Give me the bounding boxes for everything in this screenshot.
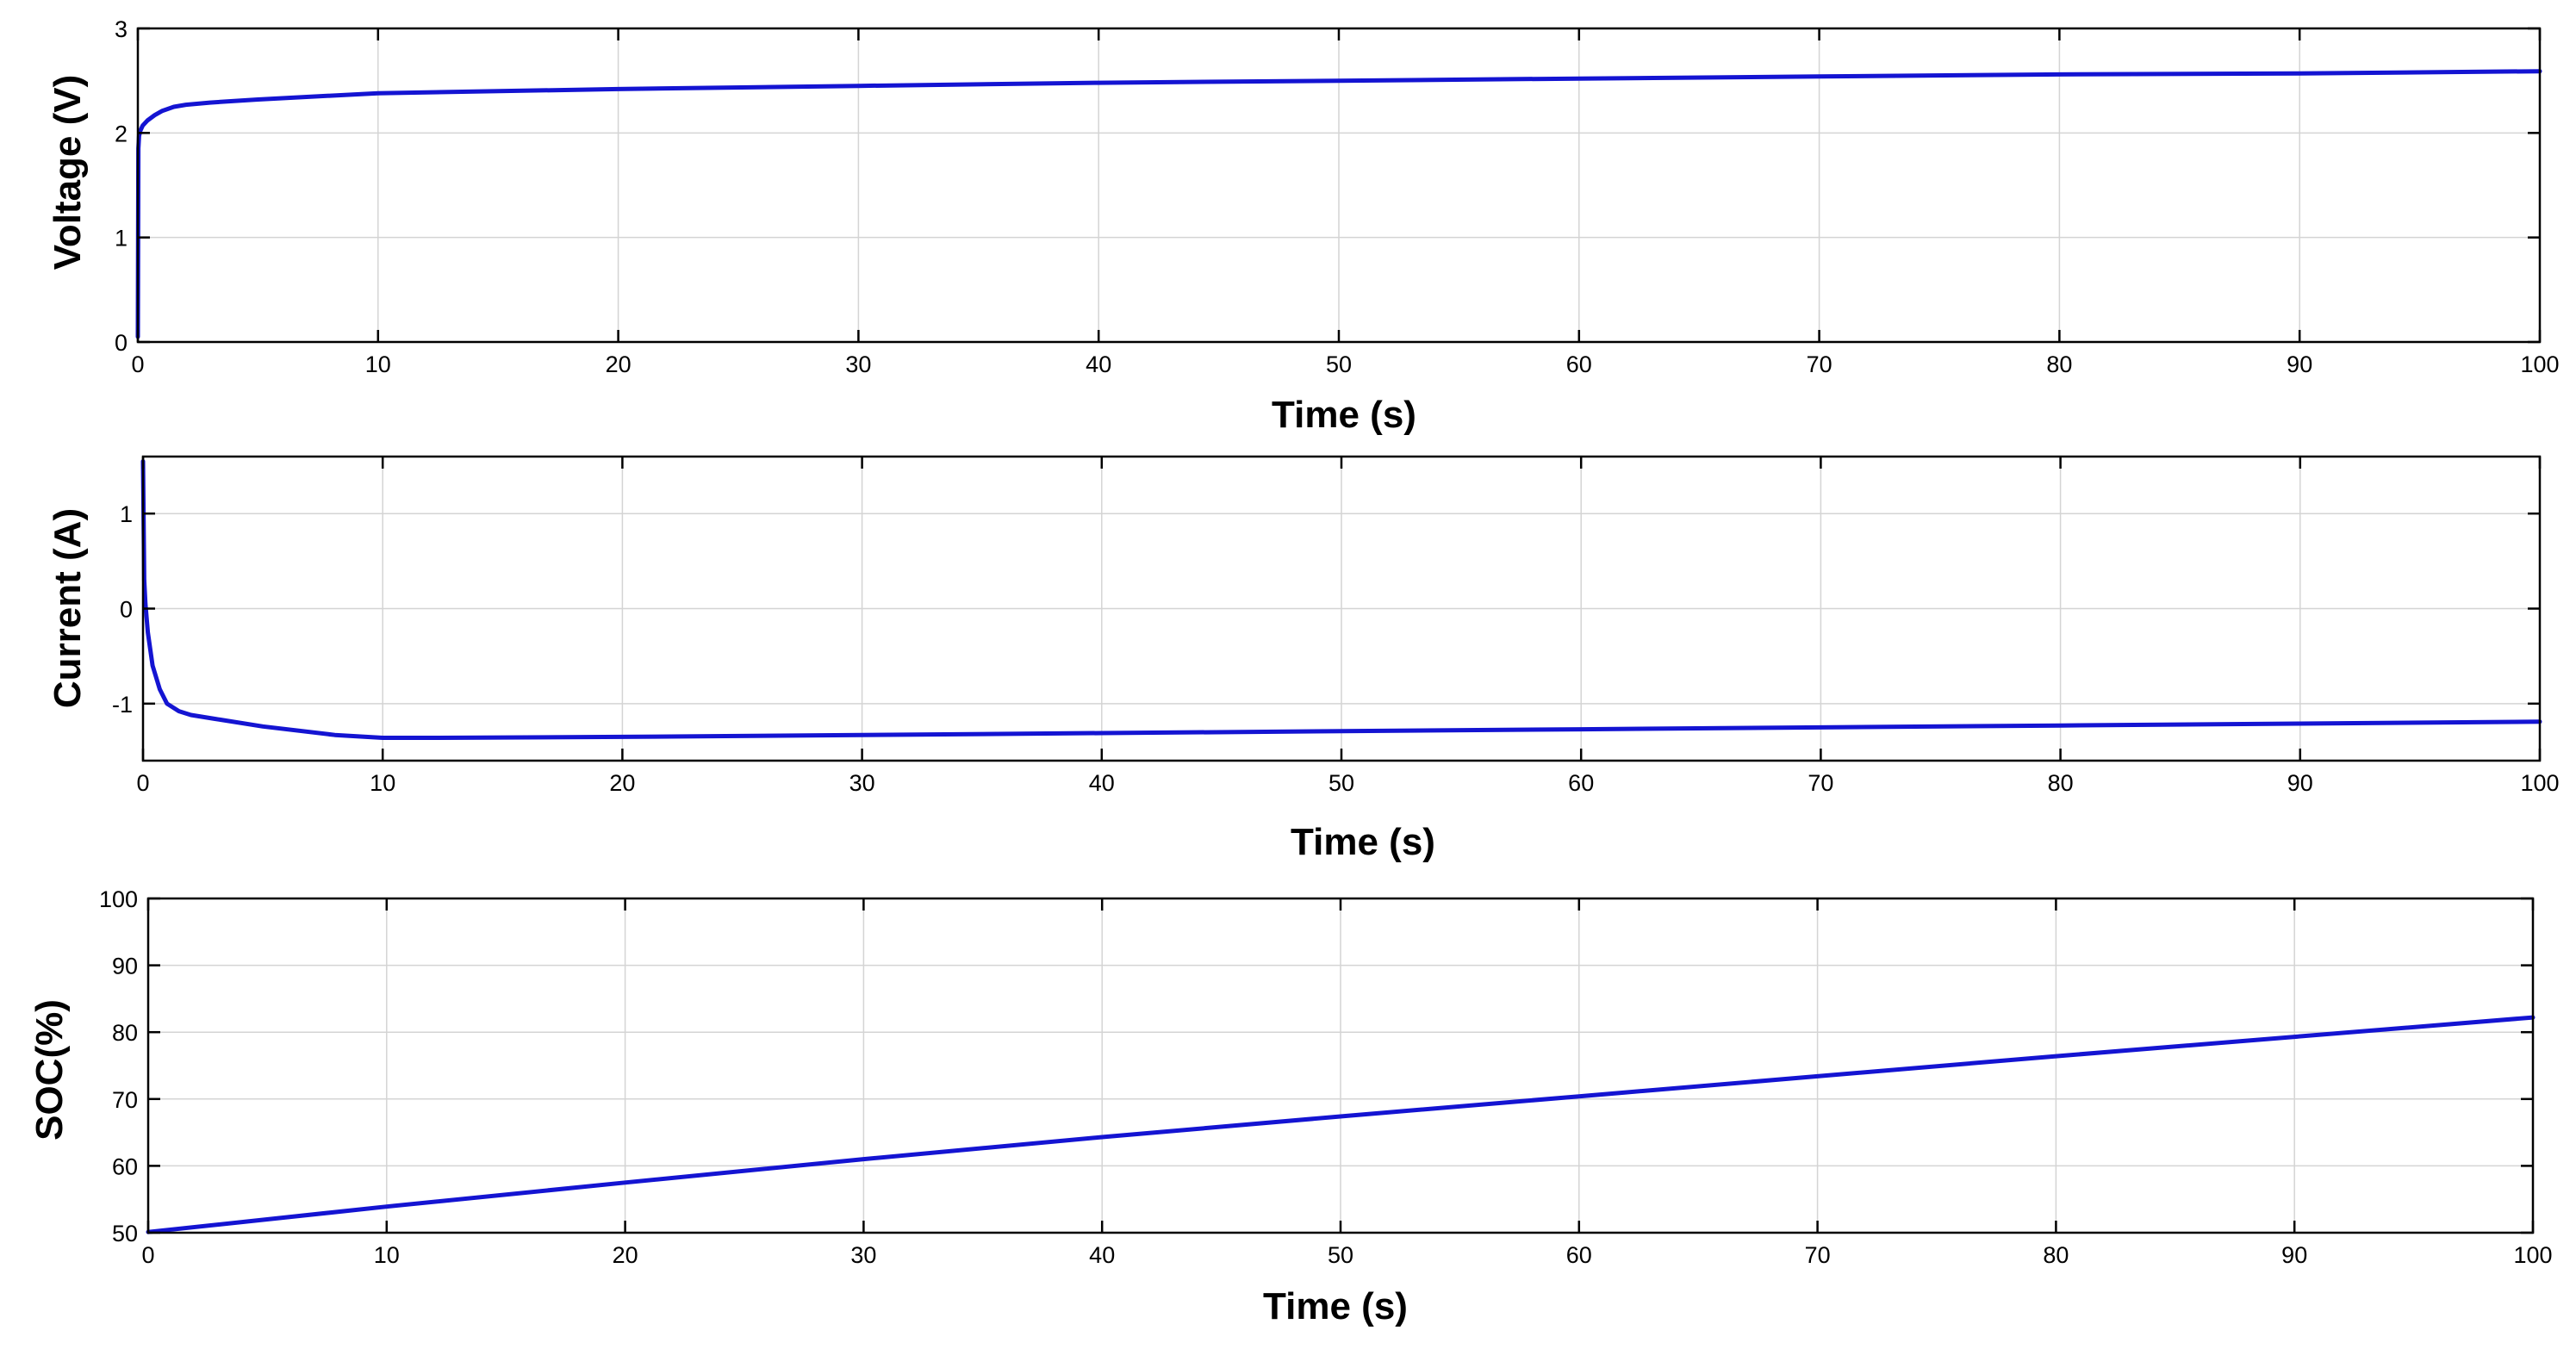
voltage-x-tick-label: 90 [2287,351,2312,377]
voltage-x-tick-label: 30 [845,351,871,377]
current-y-tick-label: -1 [112,692,133,718]
voltage-x-tick-label: 0 [131,351,144,377]
current-plot: 0 10 20 30 40 50 60 70 80 90 100 -1 0 1 Current (A) Ti… [47,455,2560,863]
soc-x-tick-label: 10 [374,1242,400,1268]
current-x-tick-label: 30 [849,770,875,796]
current-x-tick-label: 100 [2520,770,2559,796]
voltage-x-tick-label: 50 [1326,351,1352,377]
voltage-y-axis-label: Voltage (V) [47,75,89,270]
soc-y-tick-label: 60 [112,1153,138,1179]
voltage-series-line [135,69,2542,339]
voltage-x-tick-label: 100 [2520,351,2559,377]
current-x-tick-label: 70 [1808,770,1833,796]
current-x-tick-label: 80 [2048,770,2074,796]
voltage-plot: 0 10 20 30 40 50 60 70 80 90 100 0 1 2 3 Voltage (V) Ti… [47,16,2560,436]
soc-x-tick-label: 60 [1566,1242,1592,1268]
current-y-tick-label: 0 [120,597,133,623]
soc-y-tick-label: 50 [112,1221,138,1246]
voltage-y-tick-label: 3 [115,16,128,42]
soc-y-tick-label: 90 [112,954,138,979]
current-x-tick-label: 20 [609,770,635,796]
current-x-tick-label: 50 [1328,770,1354,796]
soc-x-tick-label: 30 [850,1242,876,1268]
voltage-x-tick-label: 70 [1807,351,1832,377]
soc-y-tick-label: 100 [99,886,138,912]
soc-y-tick-label: 70 [112,1087,138,1113]
current-y-axis-label: Current (A) [47,508,89,708]
soc-y-tick-label: 80 [112,1020,138,1046]
soc-series-line [146,1015,2536,1234]
soc-x-tick-label: 40 [1089,1242,1115,1268]
soc-x-tick-label: 90 [2281,1242,2307,1268]
soc-x-tick-label: 50 [1328,1242,1353,1268]
current-series-line [140,459,2542,740]
voltage-x-tick-label: 10 [365,351,391,377]
voltage-y-tick-label: 2 [115,121,128,146]
voltage-x-tick-label: 40 [1086,351,1111,377]
current-x-tick-label: 90 [2287,770,2313,796]
soc-x-axis-label: Time (s) [1263,1285,1408,1327]
current-x-tick-label: 0 [136,770,149,796]
voltage-x-axis-label: Time (s) [1272,394,1416,436]
soc-x-tick-label: 100 [2513,1242,2552,1268]
voltage-x-tick-label: 80 [2046,351,2072,377]
voltage-x-tick-label: 60 [1566,351,1592,377]
current-x-tick-label: 40 [1089,770,1115,796]
current-y-tick-label: 1 [120,501,133,527]
voltage-y-tick-label: 0 [115,330,128,356]
soc-y-axis-label: SOC(%) [28,999,71,1141]
current-x-tick-label: 10 [370,770,395,796]
soc-x-tick-label: 0 [141,1242,154,1268]
soc-plot: 0 10 20 30 40 50 60 70 80 90 100 50 60 70 80 90 100 SOC(%… [28,886,2553,1327]
voltage-x-tick-label: 20 [606,351,632,377]
soc-x-tick-label: 80 [2043,1242,2069,1268]
voltage-y-tick-label: 1 [115,226,128,252]
current-x-axis-label: Time (s) [1291,821,1435,863]
soc-x-tick-label: 20 [613,1242,638,1268]
current-x-tick-label: 60 [1568,770,1594,796]
soc-x-tick-label: 70 [1805,1242,1831,1268]
